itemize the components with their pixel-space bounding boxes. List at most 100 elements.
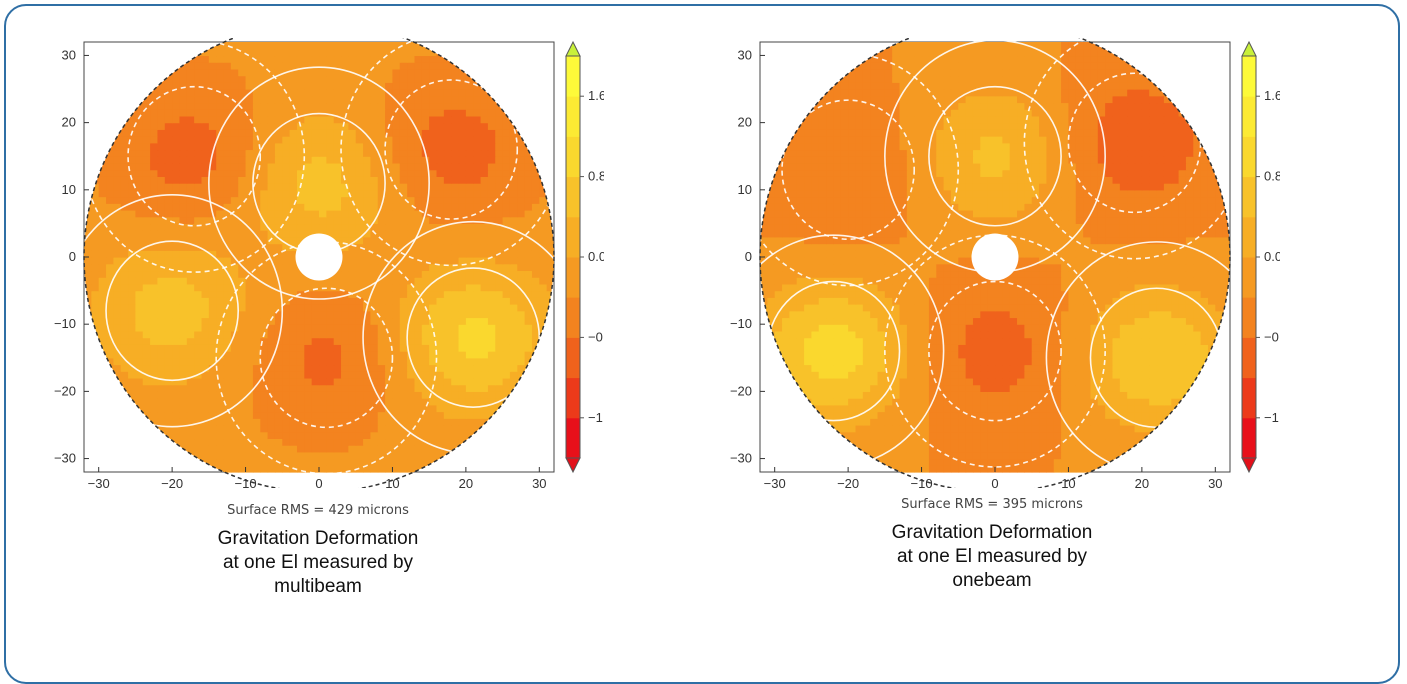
- field-cell: [363, 197, 371, 204]
- field-cell: [488, 391, 496, 398]
- field-cell: [437, 69, 445, 76]
- field-cell: [1002, 398, 1010, 405]
- field-cell: [128, 210, 136, 217]
- field-cell: [157, 284, 165, 291]
- field-cell: [246, 465, 254, 472]
- field-cell: [481, 277, 489, 284]
- field-cell: [392, 129, 400, 136]
- field-cell: [914, 452, 922, 459]
- field-cell: [297, 385, 305, 392]
- field-cell: [319, 378, 327, 385]
- field-cell: [378, 129, 386, 136]
- field-cell: [319, 418, 327, 425]
- field-cell: [99, 197, 107, 204]
- field-cell: [231, 270, 239, 277]
- field-cell: [892, 398, 900, 405]
- field-cell: [224, 418, 232, 425]
- field-cell: [304, 304, 312, 311]
- field-cell: [466, 418, 474, 425]
- field-cell: [473, 136, 481, 143]
- field-cell: [966, 405, 974, 412]
- field-cell: [437, 109, 445, 116]
- field-cell: [113, 297, 121, 304]
- field-cell: [488, 230, 496, 237]
- field-cell: [121, 163, 129, 170]
- field-cell: [179, 143, 187, 150]
- field-cell: [481, 156, 489, 163]
- field-cell: [466, 371, 474, 378]
- field-cell: [319, 203, 327, 210]
- field-cell: [855, 405, 863, 412]
- field-cell: [356, 277, 364, 284]
- field-cell: [539, 257, 547, 264]
- field-cell: [392, 311, 400, 318]
- field-cell: [224, 190, 232, 197]
- field-cell: [312, 378, 320, 385]
- field-cell: [121, 217, 129, 224]
- field-cell: [135, 264, 143, 271]
- field-cell: [275, 96, 283, 103]
- field-cell: [334, 438, 342, 445]
- field-cell: [370, 445, 378, 452]
- field-cell: [459, 277, 467, 284]
- field-cell: [833, 385, 841, 392]
- field-cell: [290, 136, 298, 143]
- field-cell: [187, 351, 195, 358]
- field-cell: [326, 304, 334, 311]
- field-cell: [341, 405, 349, 412]
- field-cell: [121, 270, 129, 277]
- field-cell: [437, 331, 445, 338]
- field-cell: [481, 317, 489, 324]
- field-cell: [459, 331, 467, 338]
- field-cell: [407, 452, 415, 459]
- field-cell: [326, 317, 334, 324]
- field-cell: [1149, 385, 1157, 392]
- field-cell: [106, 237, 114, 244]
- field-cell: [253, 297, 261, 304]
- field-cell: [194, 291, 202, 298]
- field-cell: [459, 203, 467, 210]
- field-cell: [99, 264, 107, 271]
- field-cell: [1061, 445, 1069, 452]
- field-cell: [437, 62, 445, 69]
- field-cell: [99, 270, 107, 277]
- field-cell: [414, 244, 422, 251]
- field-cell: [275, 378, 283, 385]
- field-cell: [348, 89, 356, 96]
- field-cell: [135, 190, 143, 197]
- field-cell: [312, 62, 320, 69]
- field-cell: [348, 459, 356, 466]
- field-cell: [135, 210, 143, 217]
- field-cell: [980, 445, 988, 452]
- field-cell: [907, 385, 915, 392]
- field-cell: [319, 69, 327, 76]
- field-cell: [326, 338, 334, 345]
- field-cell: [238, 163, 246, 170]
- field-cell: [187, 109, 195, 116]
- field-cell: [282, 210, 290, 217]
- field-cell: [282, 398, 290, 405]
- field-cell: [414, 250, 422, 257]
- field-cell: [385, 304, 393, 311]
- field-cell: [348, 250, 356, 257]
- field-cell: [165, 190, 173, 197]
- field-cell: [826, 385, 834, 392]
- field-cell: [1068, 418, 1076, 425]
- field-cell: [334, 223, 342, 230]
- field-cell: [150, 136, 158, 143]
- field-cell: [319, 197, 327, 204]
- field-cell: [275, 425, 283, 432]
- field-cell: [99, 284, 107, 291]
- field-cell: [466, 170, 474, 177]
- field-cell: [194, 150, 202, 157]
- field-cell: [179, 264, 187, 271]
- field-cell: [121, 338, 129, 345]
- field-cell: [517, 264, 525, 271]
- field-cell: [958, 452, 966, 459]
- y-tick-label: −10: [54, 316, 76, 331]
- field-cell: [400, 129, 408, 136]
- field-cell: [451, 203, 459, 210]
- field-cell: [260, 190, 268, 197]
- field-cell: [334, 418, 342, 425]
- field-cell: [1024, 425, 1032, 432]
